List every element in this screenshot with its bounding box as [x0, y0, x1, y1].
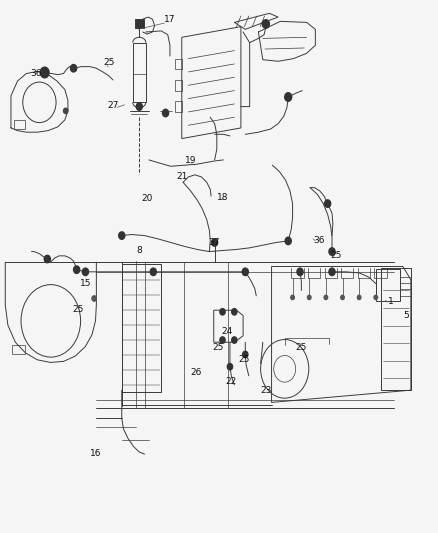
Circle shape — [119, 232, 125, 239]
Bar — [122, 264, 161, 392]
Text: 36: 36 — [313, 237, 325, 245]
Bar — [14, 120, 25, 129]
Text: 19: 19 — [185, 157, 196, 165]
Circle shape — [341, 295, 344, 300]
Text: 8: 8 — [136, 246, 142, 255]
Circle shape — [220, 309, 225, 315]
Text: 25: 25 — [296, 343, 307, 352]
Bar — [135, 19, 144, 28]
Text: 5: 5 — [403, 311, 410, 320]
Text: 22: 22 — [226, 377, 237, 385]
Text: 1: 1 — [388, 297, 394, 305]
Bar — [376, 269, 400, 301]
Text: 18: 18 — [217, 193, 228, 201]
Circle shape — [243, 351, 248, 358]
Text: 24: 24 — [221, 327, 233, 336]
Text: 26: 26 — [191, 368, 202, 376]
Circle shape — [74, 266, 80, 273]
Text: 20: 20 — [141, 194, 152, 203]
Circle shape — [82, 268, 88, 276]
Circle shape — [232, 309, 237, 315]
Circle shape — [227, 364, 233, 370]
Circle shape — [220, 337, 225, 343]
Circle shape — [136, 103, 142, 110]
Circle shape — [297, 268, 303, 276]
Circle shape — [212, 239, 218, 246]
Text: 21: 21 — [176, 173, 187, 181]
Text: 25: 25 — [72, 305, 84, 313]
Circle shape — [324, 295, 328, 300]
Bar — [12, 345, 25, 354]
Circle shape — [374, 295, 378, 300]
Circle shape — [329, 248, 335, 255]
Circle shape — [357, 295, 361, 300]
Circle shape — [285, 93, 292, 101]
Text: 25: 25 — [212, 343, 224, 352]
Text: 36: 36 — [30, 69, 42, 78]
Circle shape — [329, 268, 335, 276]
Circle shape — [92, 296, 96, 301]
Circle shape — [40, 67, 49, 78]
Circle shape — [291, 295, 294, 300]
Circle shape — [307, 295, 311, 300]
Circle shape — [71, 64, 77, 72]
Text: 25: 25 — [103, 59, 114, 67]
Text: 25: 25 — [239, 356, 250, 364]
Circle shape — [242, 268, 248, 276]
Text: 25: 25 — [331, 252, 342, 260]
Circle shape — [44, 255, 50, 263]
Circle shape — [325, 200, 331, 207]
Text: 37: 37 — [208, 238, 219, 247]
Circle shape — [162, 109, 169, 117]
Circle shape — [285, 237, 291, 245]
Circle shape — [232, 337, 237, 343]
Circle shape — [150, 268, 156, 276]
Text: 15: 15 — [80, 279, 91, 288]
Text: 16: 16 — [90, 449, 101, 457]
Text: 23: 23 — [261, 386, 272, 394]
Bar — [133, 43, 146, 102]
Text: 27: 27 — [107, 101, 119, 110]
Circle shape — [262, 20, 269, 28]
Text: 17: 17 — [164, 15, 176, 24]
Circle shape — [64, 108, 68, 114]
